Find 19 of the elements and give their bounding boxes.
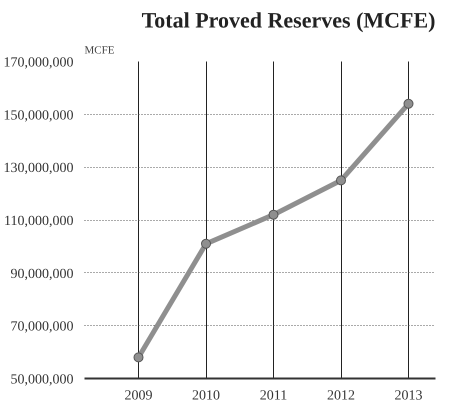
y-tick-label: 50,000,000 bbox=[10, 372, 74, 388]
x-tick-label: 2010 bbox=[192, 388, 220, 402]
point bbox=[201, 238, 211, 249]
y-tick-label: 150,000,000 bbox=[4, 108, 74, 124]
y-tick-label: 110,000,000 bbox=[4, 214, 74, 229]
point bbox=[336, 175, 346, 186]
point bbox=[268, 210, 278, 220]
x-tick-label: 2009 bbox=[124, 388, 152, 402]
x-tick-label: 2012 bbox=[327, 388, 355, 402]
y-tick-label: 130,000,000 bbox=[4, 161, 74, 176]
y-tick-label: 90,000,000 bbox=[10, 266, 74, 282]
point bbox=[404, 98, 414, 109]
y-axis-title: MCFE bbox=[84, 44, 115, 56]
y-tick-label: 170,000,000 bbox=[4, 56, 74, 70]
chart-title: Total Proved Reserves (MCFE) bbox=[142, 8, 436, 32]
y-tick-label: 70,000,000 bbox=[10, 320, 74, 335]
point bbox=[134, 352, 144, 362]
x-tick-label: 2013 bbox=[394, 388, 422, 402]
x-tick-label: 2011 bbox=[260, 388, 288, 402]
